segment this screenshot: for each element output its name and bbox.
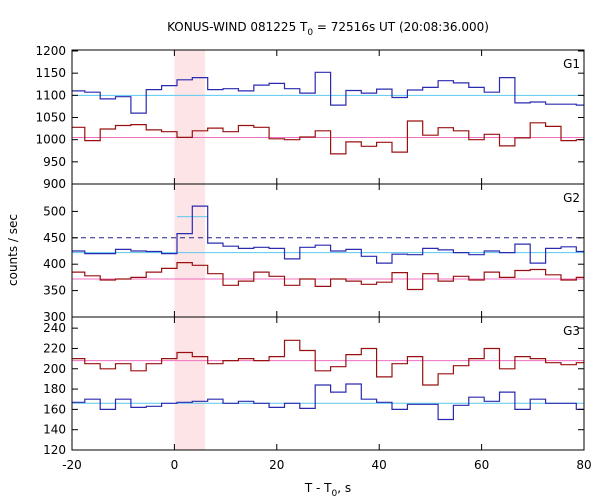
y-tick-label: 500 (43, 204, 66, 218)
y-tick-label: 1050 (35, 111, 66, 125)
series-red-step (72, 339, 584, 386)
y-tick-label: 180 (43, 382, 66, 396)
panel-label: G3 (563, 324, 580, 338)
y-tick-label: 1100 (35, 88, 66, 102)
y-tick-label: 1000 (35, 133, 66, 147)
y-tick-label: 950 (43, 155, 66, 169)
x-tick-labels: -20 0 20 40 60 80 (62, 458, 591, 472)
y-tick-label: 140 (43, 423, 66, 437)
y-tick-label: 1150 (35, 66, 66, 80)
y-tick-label: 200 (43, 362, 66, 376)
y-tick-label: 300 (43, 310, 66, 324)
y-tick-label: 120 (43, 443, 66, 457)
y-axis-label: counts / sec (6, 214, 20, 286)
highlight-region (174, 50, 206, 450)
x-axis-label: T - T0, s (304, 481, 351, 499)
y-tick-label: 240 (43, 321, 66, 335)
series-red-step (72, 262, 584, 291)
y-tick-label: 900 (43, 177, 66, 191)
x-tick-label: 20 (269, 458, 284, 472)
series-blue-step (72, 205, 584, 264)
panel-frame (71, 49, 585, 185)
x-tick-label: 60 (474, 458, 489, 472)
series-blue-step (72, 383, 584, 421)
y-tick-label: 1200 (35, 44, 66, 58)
panel-frame (71, 316, 585, 451)
y-tick-label: 160 (43, 402, 66, 416)
x-tick-label: 40 (372, 458, 387, 472)
y-tick-label: 350 (43, 284, 66, 298)
x-tick-label: 80 (576, 458, 591, 472)
y-tick-label: 400 (43, 257, 66, 271)
panel-g3: 120 140 160 180 200 220 240 G3 (43, 316, 585, 457)
panel-frame (71, 183, 585, 318)
panel-label: G1 (563, 57, 580, 71)
panel-label: G2 (563, 191, 580, 205)
series-blue-step (72, 71, 584, 114)
series-red-step (72, 120, 584, 155)
chart-title: KONUS-WIND 081225 T0 = 72516s UT (20:08:… (167, 20, 489, 38)
y-tick-label: 450 (43, 231, 66, 245)
panel-g2: 300 350 400 450 500 G2 (43, 183, 585, 324)
y-tick-label: 220 (43, 341, 66, 355)
panel-g1: 900 950 1000 1050 1100 1150 1200 G1 (35, 44, 585, 191)
x-tick-label: 0 (171, 458, 179, 472)
x-tick-label: -20 (62, 458, 82, 472)
